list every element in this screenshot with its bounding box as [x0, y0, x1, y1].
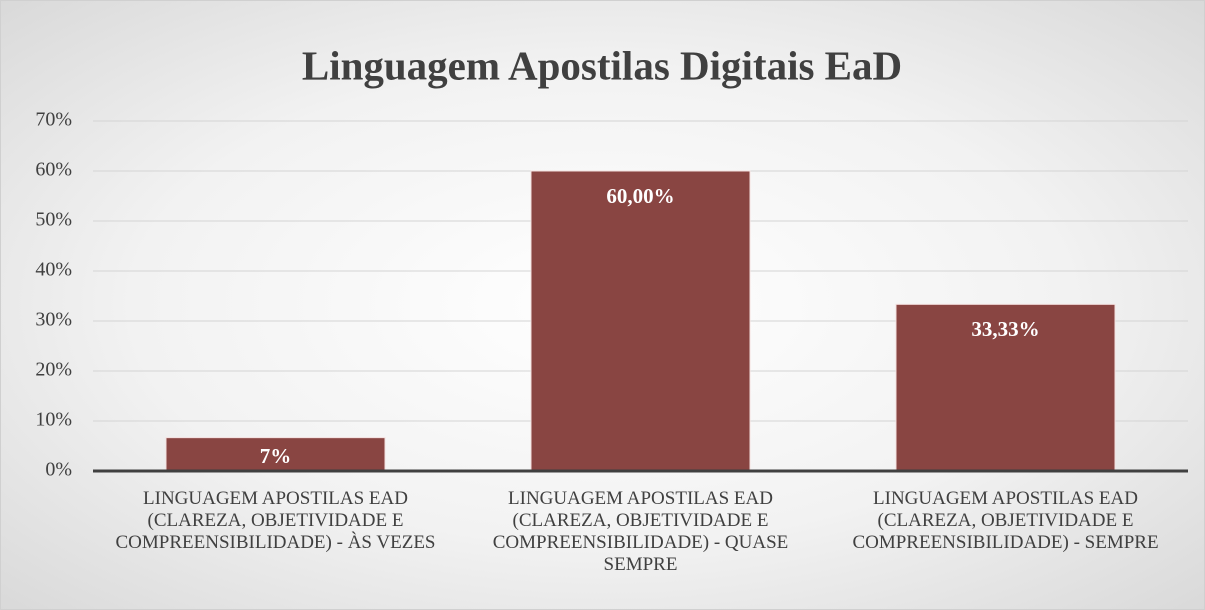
- y-tick-label: 60%: [35, 159, 72, 181]
- x-tick-label: LINGUAGEM APOSTILAS EAD (CLAREZA, OBJETI…: [492, 488, 789, 575]
- data-label: 7%: [260, 444, 292, 468]
- data-label: 33,33%: [971, 317, 1039, 341]
- bar: [895, 303, 1116, 472]
- y-tick-label: 50%: [35, 209, 72, 231]
- x-tick-label: LINGUAGEM APOSTILAS EAD (CLAREZA, OBJETI…: [852, 488, 1159, 553]
- y-tick-label: 20%: [35, 359, 72, 381]
- y-tick-label: 0%: [45, 459, 72, 481]
- data-label: 60,00%: [606, 184, 674, 208]
- y-tick-label: 40%: [35, 259, 72, 281]
- y-tick-label: 10%: [35, 409, 72, 431]
- bar: [165, 437, 386, 472]
- bar: [530, 170, 751, 472]
- x-tick-label: LINGUAGEM APOSTILAS EAD (CLAREZA, OBJETI…: [115, 488, 436, 553]
- y-tick-label: 70%: [35, 109, 72, 131]
- y-tick-label: 30%: [35, 309, 72, 331]
- chart-title: Linguagem Apostilas Digitais EaD: [302, 42, 902, 88]
